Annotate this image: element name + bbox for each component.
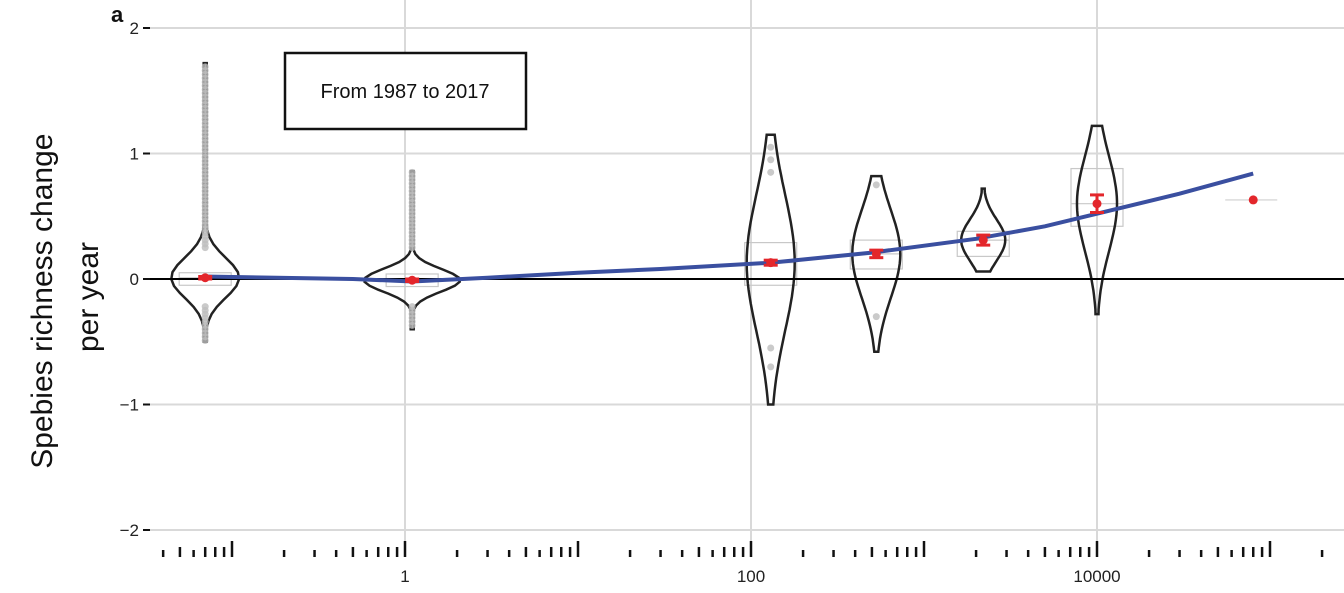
mean-layer [198, 193, 1258, 285]
y-tick-label: −1 [120, 396, 139, 415]
outlier-point [408, 321, 416, 329]
outlier-point [872, 181, 880, 189]
outlier-point [767, 168, 775, 176]
annotation-text: From 1987 to 2017 [321, 81, 490, 103]
mean-point [978, 235, 988, 245]
y-axis-label-line1: Spebies richness change [26, 134, 59, 469]
y-tick-label: 2 [130, 19, 139, 38]
y-tick-label: −2 [120, 521, 139, 540]
box [1070, 167, 1124, 227]
violin [1075, 124, 1119, 316]
annotation-box [283, 51, 528, 131]
x-tick-label: 100 [737, 567, 765, 586]
outlier-point [872, 313, 880, 321]
y-tick-label: 1 [130, 145, 139, 164]
outlier-point [408, 168, 416, 176]
outlier-point [201, 63, 209, 71]
violin [170, 61, 241, 344]
outlier-point [767, 156, 775, 164]
box-layer [178, 167, 1278, 288]
outlier-layer [201, 63, 880, 371]
mean-point [766, 258, 776, 268]
outlier-point [201, 336, 209, 344]
axes: −2 −1 0 1 2 1 100 10000 [120, 19, 1324, 586]
x-tick-label: 1 [400, 567, 409, 586]
box [956, 230, 1010, 258]
mean-point [1248, 195, 1258, 205]
y-axis-label: Spebies richness change per year [26, 125, 105, 469]
outlier-point [767, 363, 775, 371]
violin [851, 174, 902, 354]
mean-point [200, 273, 210, 283]
y-axis-label-line2: per year [72, 242, 105, 352]
panel-label: a [111, 2, 124, 27]
x-tick-label: 10000 [1073, 567, 1120, 586]
mean-point [871, 249, 881, 259]
violin [959, 187, 1007, 273]
mean-point [407, 275, 417, 285]
outlier-point [767, 143, 775, 151]
y-tick-label: 0 [130, 270, 139, 289]
outlier-point [767, 344, 775, 352]
mean-point [1092, 199, 1102, 209]
violin [745, 133, 796, 406]
